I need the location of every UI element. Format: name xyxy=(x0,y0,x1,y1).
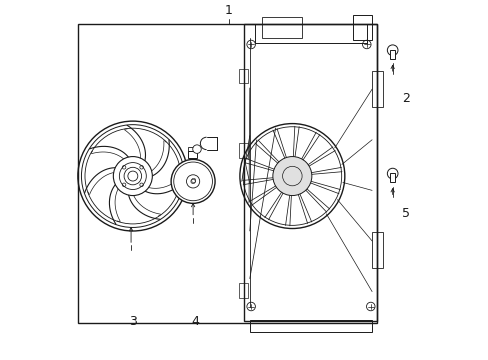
Bar xyxy=(239,143,247,158)
Bar xyxy=(262,17,302,38)
Circle shape xyxy=(386,45,397,55)
Circle shape xyxy=(272,157,311,195)
Bar xyxy=(239,283,247,298)
Circle shape xyxy=(386,168,397,179)
Bar xyxy=(188,147,197,151)
Bar xyxy=(371,71,382,107)
Bar xyxy=(389,50,394,59)
Text: 5: 5 xyxy=(402,207,409,220)
Circle shape xyxy=(113,157,152,195)
Text: O: O xyxy=(190,178,195,184)
Text: 3: 3 xyxy=(129,315,137,328)
Circle shape xyxy=(192,145,201,153)
Bar xyxy=(371,232,382,268)
Bar xyxy=(188,151,197,158)
Text: 4: 4 xyxy=(190,315,199,328)
Bar xyxy=(352,15,371,40)
Bar xyxy=(389,173,394,182)
Bar xyxy=(255,24,366,43)
Text: 2: 2 xyxy=(402,91,409,104)
Bar xyxy=(78,24,377,323)
Text: 1: 1 xyxy=(224,4,232,17)
Bar xyxy=(249,320,371,332)
Circle shape xyxy=(171,159,215,203)
Bar xyxy=(239,69,247,83)
Bar xyxy=(244,24,377,321)
Circle shape xyxy=(190,179,195,184)
